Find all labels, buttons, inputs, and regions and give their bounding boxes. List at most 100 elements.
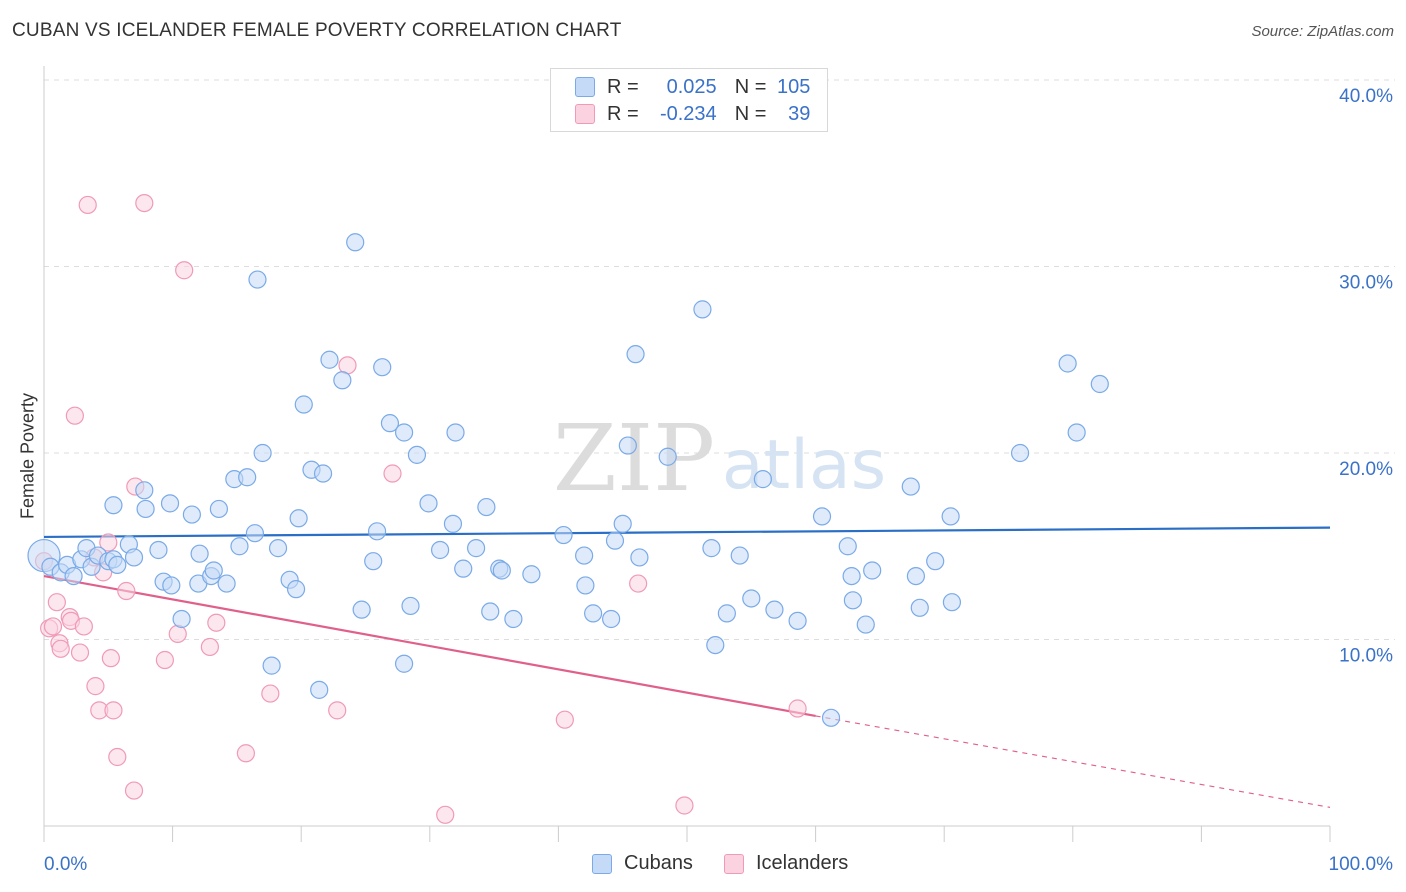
cubans-point — [262, 656, 281, 675]
cubans-point — [289, 509, 308, 528]
cubans-point — [730, 546, 749, 565]
icelanders-point — [436, 805, 455, 824]
cubans-point — [706, 635, 725, 655]
cubans-point — [693, 300, 712, 319]
y-tick-label: 30.0% — [1339, 273, 1393, 294]
cubans-point — [136, 499, 155, 519]
icelanders-point — [675, 796, 694, 815]
cubans-point — [742, 589, 761, 608]
icelanders-point — [70, 643, 90, 662]
icelanders-point — [74, 617, 93, 636]
legend-item-cubans: Cubans — [592, 852, 693, 875]
grid-lines — [44, 79, 1395, 640]
icelanders-point — [104, 701, 123, 720]
icelanders-point — [236, 744, 256, 763]
cubans-point — [753, 470, 772, 489]
cubans-point — [162, 576, 181, 595]
legend-r-value: 0.025 — [666, 75, 717, 98]
cubans-point — [286, 580, 306, 599]
cubans-point — [575, 546, 594, 565]
icelanders-trend-extension — [815, 715, 1331, 808]
cubans-point — [1090, 374, 1109, 394]
cubans-point — [576, 576, 595, 595]
cubans-trend-line — [43, 526, 1331, 539]
cubans-point — [64, 566, 83, 586]
legend-label-icelanders: Icelanders — [756, 852, 849, 874]
cubans-point — [124, 548, 144, 567]
icelanders-point — [108, 747, 127, 767]
legend-row-cubans: R = 0.025 N = 105 — [551, 73, 810, 101]
cubans-point — [605, 531, 625, 550]
cubans-point — [209, 499, 228, 519]
cubans-point — [466, 539, 486, 558]
cubans-point — [394, 423, 414, 442]
legend-n-value: 39 — [788, 102, 811, 125]
cubans-point — [613, 514, 632, 533]
cubans-point — [906, 566, 926, 586]
icelanders-point — [175, 261, 194, 280]
x-tick-label: 0.0% — [44, 854, 87, 875]
cubans-point — [430, 540, 450, 560]
cubans-point — [108, 555, 127, 575]
cubans-point — [346, 233, 365, 252]
source-credit: Source: ZipAtlas.com — [1251, 23, 1394, 40]
cubans-point — [401, 596, 420, 616]
cubans-point — [838, 537, 857, 556]
cubans-point — [856, 615, 875, 634]
cubans-point — [554, 525, 573, 545]
cubans-point — [926, 552, 945, 571]
cubans-point — [204, 561, 223, 580]
cubans-point — [217, 574, 236, 593]
icelanders-point — [261, 684, 280, 703]
y-tick-label: 10.0% — [1339, 646, 1393, 667]
cubans-point — [910, 598, 929, 617]
cubans-point — [238, 468, 257, 487]
legend-n-label: N = — [734, 102, 767, 125]
cubans-point — [104, 496, 123, 515]
icelanders-point — [86, 677, 105, 696]
cubans-point — [135, 481, 154, 500]
watermark-atlas: atlas — [722, 426, 886, 505]
legend-row-icelanders: R = -0.234 N = 39 — [551, 100, 810, 128]
icelanders-point — [65, 406, 84, 425]
cubans-point — [380, 414, 400, 433]
icelanders-point — [200, 637, 219, 657]
cubans-point — [1010, 443, 1030, 463]
cubans-point — [149, 540, 168, 560]
cubans-point — [364, 552, 383, 571]
cubans-point — [863, 561, 882, 580]
x-tick-labels: 0.0% 100.0% — [44, 854, 1393, 875]
cubans-point — [602, 609, 621, 629]
cubans-point — [160, 494, 180, 513]
icelanders-point — [43, 617, 63, 636]
cubans-point — [788, 611, 807, 630]
legend-n-value: 105 — [777, 75, 811, 98]
icelanders-point — [117, 581, 136, 601]
icelanders-point — [78, 195, 97, 215]
cubans-point — [702, 539, 721, 558]
y-tick-label: 40.0% — [1339, 86, 1393, 107]
y-tick-label: 20.0% — [1339, 459, 1393, 480]
cubans-point — [454, 559, 473, 578]
cubans-point — [333, 371, 352, 390]
cubans-point — [182, 505, 201, 524]
cubans-point — [812, 507, 832, 526]
cubans-point — [443, 514, 463, 533]
cubans-point — [253, 443, 272, 463]
cubans-point — [407, 445, 427, 464]
cubans-point — [821, 708, 841, 727]
icelanders-point — [99, 533, 118, 552]
watermark: ZIP atlas — [553, 405, 886, 512]
legend-r-label: R = — [607, 75, 639, 98]
cubans-point — [584, 604, 603, 623]
legend-label-cubans: Cubans — [624, 852, 693, 874]
correlation-legend: R = 0.025 N = 105 R = -0.234 N = 39 — [550, 68, 828, 132]
icelanders-point — [155, 650, 174, 670]
cubans-point — [294, 395, 313, 414]
axes — [43, 66, 1331, 842]
icelanders-point — [788, 699, 807, 718]
cubans-point — [481, 602, 500, 621]
icelanders-points — [34, 193, 807, 824]
cubans-point — [1067, 423, 1086, 442]
